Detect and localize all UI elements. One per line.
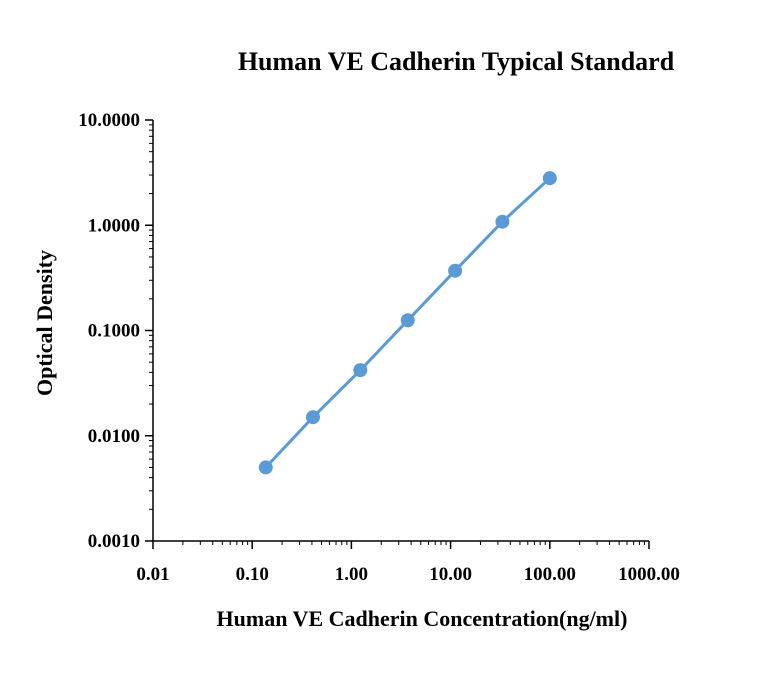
axes: 0.0010 0.0100 0.1000 1.0000 10.0000 0.01 0.10 1… — [78, 110, 680, 585]
x-tick-label: 0.01 — [136, 564, 169, 585]
series-layer — [258, 171, 557, 475]
data-point — [495, 214, 510, 229]
chart-title: Human VE Cadherin Typical Standard — [238, 47, 675, 76]
data-point — [542, 171, 557, 186]
x-tick-label: 10.00 — [429, 564, 472, 585]
x-tick-label: 1000.00 — [618, 564, 680, 585]
x-axis-label: Human VE Cadherin Concentration(ng/ml) — [217, 606, 628, 631]
y-tick-label: 0.1000 — [88, 321, 140, 342]
y-axis-label: Optical Density — [32, 250, 57, 396]
data-point — [448, 263, 463, 278]
y-tick-label: 10.0000 — [78, 110, 140, 131]
data-point — [305, 410, 320, 425]
data-point — [400, 313, 415, 328]
x-tick-label: 100.00 — [524, 564, 576, 585]
x-tick-label: 1.00 — [335, 564, 368, 585]
y-tick-label: 1.0000 — [88, 215, 140, 236]
y-tick-label: 0.0010 — [88, 531, 140, 552]
data-point — [258, 460, 273, 475]
y-tick-label: 0.0100 — [88, 426, 140, 447]
x-tick-label: 0.10 — [236, 564, 269, 585]
data-point — [353, 363, 368, 378]
